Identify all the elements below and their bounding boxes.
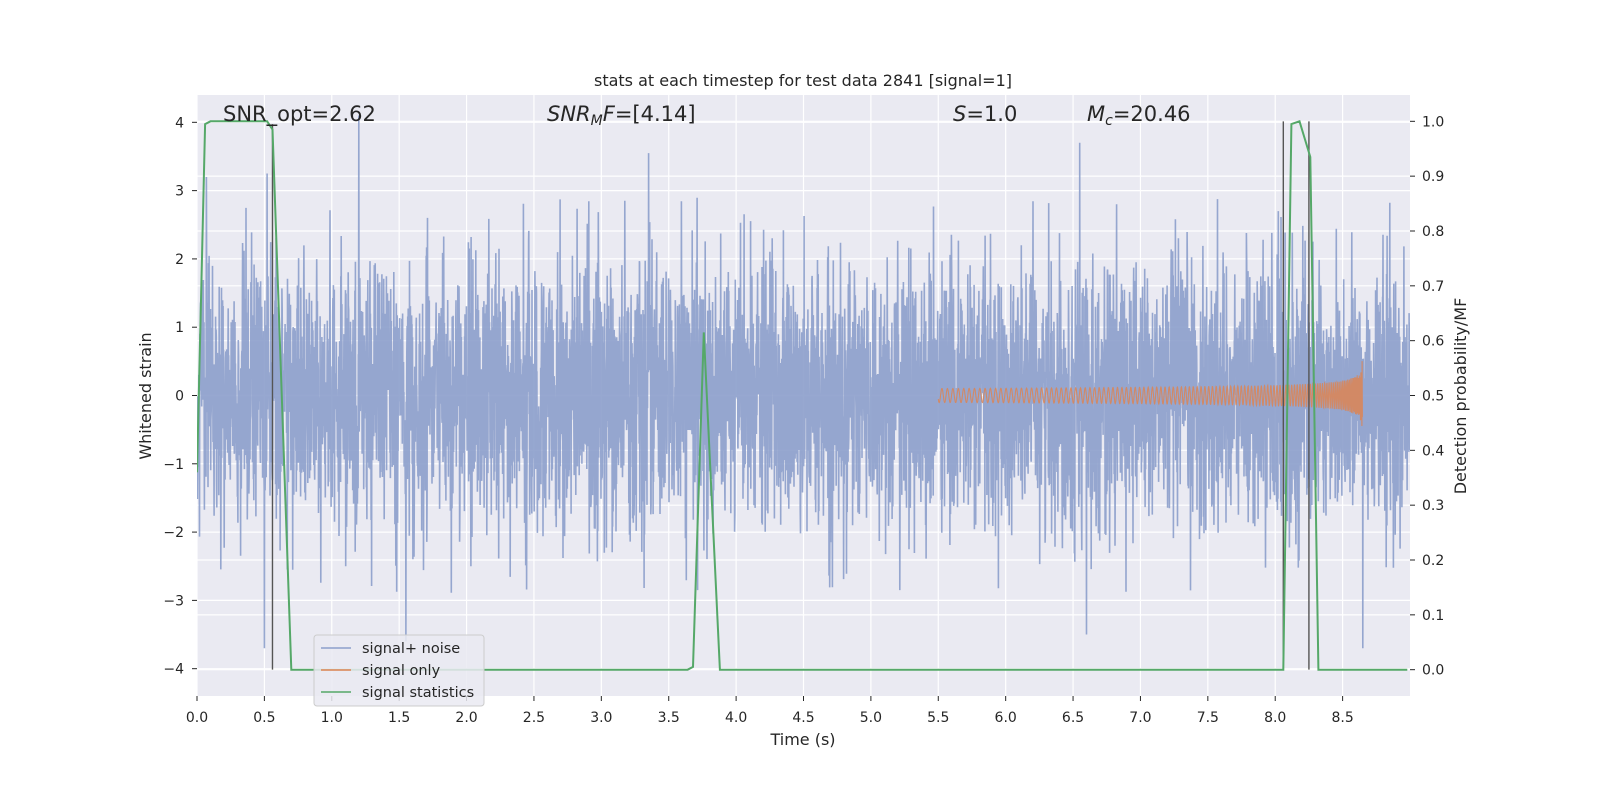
x-tick-label: 5.0 (860, 710, 882, 726)
x-tick-label: 7.5 (1197, 710, 1219, 726)
y2-tick-label: 0.7 (1422, 279, 1444, 295)
y2-tick-label: 0.0 (1422, 663, 1444, 679)
y2-tick-label: 0.1 (1422, 608, 1444, 624)
x-tick-label: 3.0 (590, 710, 612, 726)
x-axis-ticks: 0.0 0.5 1.0 1.5 2.0 2.5 3.0 3.5 4.0 4.5 5.0 5.5 6.0 6… (186, 696, 1354, 726)
y2-tick-label: 1.0 (1422, 114, 1444, 130)
y2-tick-label: 0.2 (1422, 553, 1444, 569)
x-tick-label: 8.0 (1264, 710, 1286, 726)
y2-tick-label: 0.5 (1422, 389, 1444, 405)
legend-label-signal-only: signal only (362, 663, 441, 679)
x-tick-label: 6.5 (1062, 710, 1084, 726)
y2-tick-label: 0.6 (1422, 334, 1444, 350)
series-signal-noise (197, 115, 1410, 649)
chart-title: stats at each timestep for test data 284… (594, 71, 1012, 90)
annotation-snr-mf-value: =[4.14] (615, 102, 696, 126)
annotation-s: S=1.0 (953, 102, 1017, 126)
annotation-snr-mf: SNRMF=[4.14] (547, 102, 696, 129)
y2-tick-label: 0.3 (1422, 498, 1444, 514)
annotation-mc: Mc=20.46 (1087, 102, 1191, 129)
annotation-snr-mf-sub: M (591, 113, 603, 129)
x-tick-label: 4.0 (725, 710, 747, 726)
x-tick-label: 4.5 (792, 710, 814, 726)
annotation-mc-value: =20.46 (1113, 102, 1191, 126)
y-tick-label: 1 (175, 320, 184, 336)
y-tick-label: −4 (163, 662, 184, 678)
x-tick-label: 7.0 (1129, 710, 1151, 726)
y2-tick-label: 0.9 (1422, 169, 1444, 185)
x-tick-label: 1.0 (321, 710, 343, 726)
y-tick-label: −3 (163, 593, 184, 609)
y-axis-ticks: 4 3 2 1 0 −1 −2 −3 −4 (163, 115, 197, 678)
annotation-snr-opt: SNR_opt=2.62 (223, 102, 376, 127)
annotation-s-value: =1.0 (966, 102, 1017, 126)
legend-box (313, 634, 485, 707)
plot-area (197, 115, 1410, 671)
x-tick-label: 0.0 (186, 710, 208, 726)
x-tick-label: 2.5 (523, 710, 545, 726)
annotation-s-prefix: S (953, 102, 966, 126)
x-tick-label: 3.5 (658, 710, 680, 726)
y-tick-label: −2 (163, 525, 184, 541)
legend-label-signal-statistics: signal statistics (362, 685, 474, 701)
x-tick-label: 5.5 (927, 710, 949, 726)
x-axis-label: Time (s) (769, 730, 835, 749)
series-signal-only (937, 361, 1363, 427)
y2-axis-ticks: 1.0 0.9 0.8 0.7 0.6 0.5 0.4 0.3 0.2 0.1 0.0 (1410, 114, 1444, 679)
x-tick-label: 6.0 (995, 710, 1017, 726)
y-axis-label: Whitened strain (136, 332, 155, 459)
x-tick-label: 1.5 (388, 710, 410, 726)
legend: signal+ noise signal only signal statist… (313, 634, 485, 707)
y2-axis-label: Detection probability/MF (1451, 298, 1470, 495)
annotation-snr-mf-prefix: SNR (547, 102, 591, 126)
x-tick-label: 2.0 (455, 710, 477, 726)
y2-tick-label: 0.8 (1422, 224, 1444, 240)
y-tick-label: 3 (175, 184, 184, 200)
annotation-mc-sub: c (1105, 113, 1113, 129)
y-tick-label: 4 (175, 115, 184, 131)
annotation-mc-prefix: M (1087, 102, 1105, 126)
y2-tick-label: 0.4 (1422, 443, 1444, 459)
vertical-lines (271, 121, 1310, 670)
legend-label-signal-noise: signal+ noise (362, 641, 460, 657)
y-tick-label: 2 (175, 252, 184, 268)
x-tick-label: 8.5 (1331, 710, 1353, 726)
x-tick-label: 0.5 (253, 710, 275, 726)
series-signal-statistics (197, 120, 1408, 671)
y-tick-label: −1 (163, 457, 184, 473)
y-tick-label: 0 (175, 389, 184, 405)
annotation-snr-mf-suffix: F (603, 102, 616, 126)
